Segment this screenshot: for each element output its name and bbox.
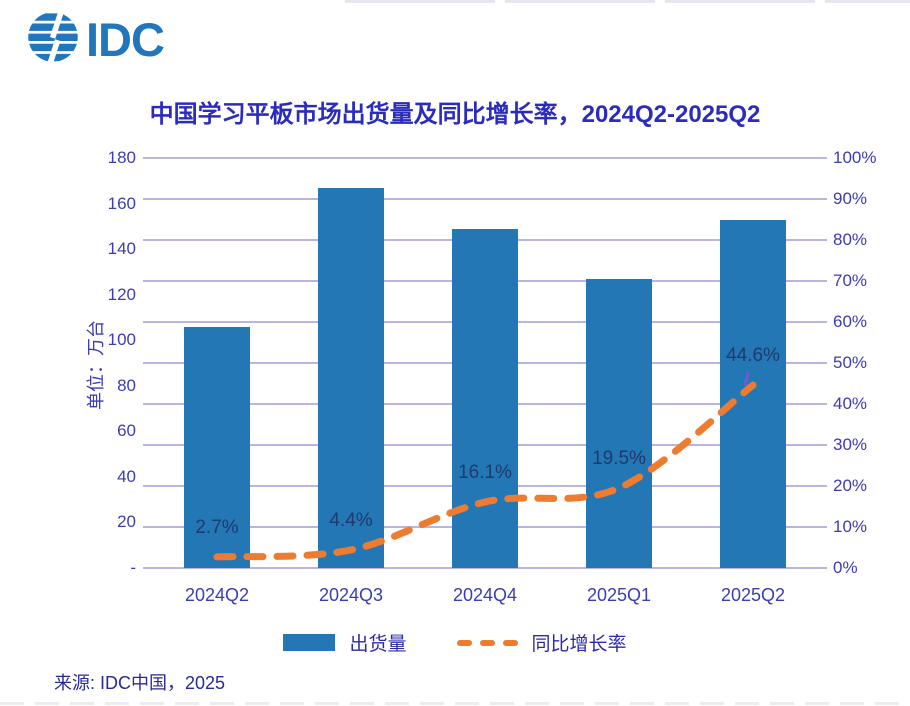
left-axis-tick: 140 <box>107 239 136 259</box>
idc-logo-text: IDC <box>86 12 165 66</box>
x-axis-label-2025Q2: 2025Q2 <box>720 585 786 605</box>
right-axis-tick: 90% <box>833 189 868 208</box>
right-axis-tick: 100% <box>833 148 877 167</box>
growth-data-label: 16.1% <box>458 461 512 483</box>
bar-2024Q2 <box>184 326 250 568</box>
right-axis-tick: 70% <box>833 271 868 290</box>
right-axis-tick: 0% <box>833 558 858 577</box>
growth-data-label: 19.5% <box>592 448 646 470</box>
left-axis-tick: 120 <box>107 284 136 304</box>
shipments-legend-label: 出货量 <box>349 634 407 655</box>
growth-rate-dashed-line <box>213 381 757 561</box>
growth-legend-label: 同比增长率 <box>531 634 627 655</box>
growth-legend-swatch <box>456 639 518 646</box>
source-note: 来源: IDC中国，2025 <box>54 673 226 693</box>
x-axis-label-2024Q2: 2024Q2 <box>184 585 250 605</box>
left-axis-tick: 20 <box>117 512 136 532</box>
bar-2025Q2 <box>720 219 786 568</box>
bottom-border-dashes <box>0 702 910 705</box>
right-axis-tick: 20% <box>833 476 868 495</box>
shipments-legend-swatch <box>283 634 336 651</box>
left-axis-tick: - <box>130 558 136 577</box>
chart-title: 中国学习平板市场出货量及同比增长率，2024Q2-2025Q2 <box>149 101 761 128</box>
gridline <box>143 157 827 159</box>
right-axis-tick: 50% <box>833 353 868 372</box>
bar-2025Q1 <box>586 278 652 568</box>
right-axis-tick: 80% <box>833 230 868 249</box>
left-axis-tick: 60 <box>117 421 136 441</box>
bar-2024Q3 <box>318 187 384 568</box>
growth-data-label: 4.4% <box>329 509 373 531</box>
left-axis-tick: 160 <box>107 193 136 213</box>
right-axis-tick: 60% <box>833 312 868 331</box>
right-axis-tick: 30% <box>833 435 868 454</box>
growth-data-label: 44.6% <box>726 345 780 367</box>
x-axis-label-2025Q1: 2025Q1 <box>586 585 652 605</box>
x-axis-label-2024Q4: 2024Q4 <box>452 585 518 605</box>
right-axis-tick: 40% <box>833 394 868 413</box>
left-axis-tick: 80 <box>117 375 136 395</box>
growth-data-label: 2.7% <box>195 516 239 538</box>
idc-globe-icon <box>26 10 80 69</box>
right-axis-tick: 10% <box>833 517 868 536</box>
idc-logo: IDC <box>26 10 165 69</box>
left-axis-tick: 100 <box>107 330 136 350</box>
top-border-dashes <box>345 0 910 3</box>
left-axis-tick: 180 <box>107 148 136 167</box>
gridline <box>143 198 827 200</box>
x-axis-label-2024Q3: 2024Q3 <box>318 585 384 605</box>
gridline <box>143 567 827 569</box>
chart-legend: 出货量 同比增长率 <box>0 629 910 656</box>
left-axis-tick: 40 <box>117 466 136 486</box>
